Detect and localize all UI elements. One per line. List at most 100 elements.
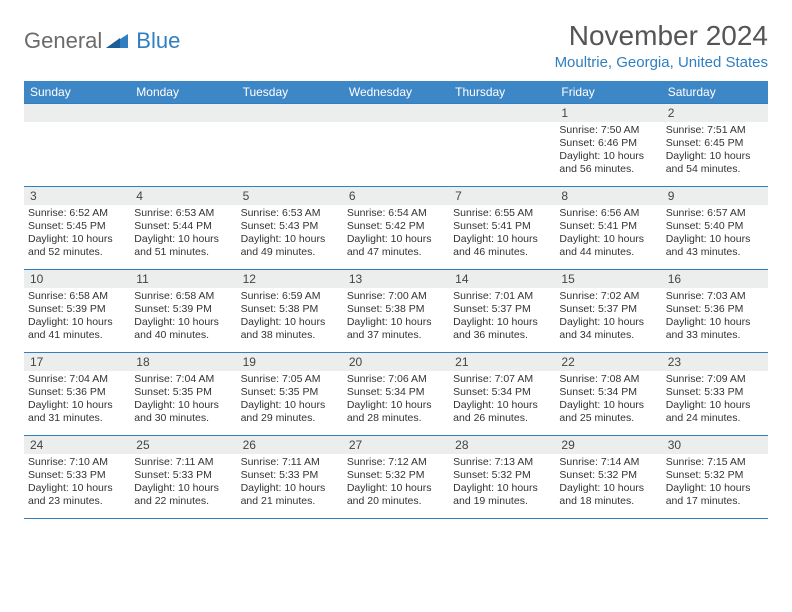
detail-line: Daylight: 10 hours <box>559 482 657 495</box>
day-number: 14 <box>449 270 555 288</box>
detail-line: Daylight: 10 hours <box>134 399 232 412</box>
detail-line: and 54 minutes. <box>666 163 764 176</box>
calendar-cell: 11Sunrise: 6:58 AMSunset: 5:39 PMDayligh… <box>130 270 236 352</box>
detail-line: Sunset: 6:45 PM <box>666 137 764 150</box>
detail-line: Sunrise: 7:11 AM <box>241 456 339 469</box>
detail-line: Sunset: 5:32 PM <box>559 469 657 482</box>
day-details: Sunrise: 7:04 AMSunset: 5:35 PMDaylight:… <box>130 371 236 430</box>
day-details: Sunrise: 7:08 AMSunset: 5:34 PMDaylight:… <box>555 371 661 430</box>
detail-line: Sunset: 5:33 PM <box>666 386 764 399</box>
detail-line: Daylight: 10 hours <box>241 316 339 329</box>
detail-line: Daylight: 10 hours <box>347 399 445 412</box>
detail-line: Sunset: 5:33 PM <box>28 469 126 482</box>
day-number: 28 <box>449 436 555 454</box>
detail-line: Sunrise: 7:04 AM <box>28 373 126 386</box>
detail-line: Sunrise: 7:51 AM <box>666 124 764 137</box>
detail-line: Sunset: 5:34 PM <box>347 386 445 399</box>
day-details: Sunrise: 7:04 AMSunset: 5:36 PMDaylight:… <box>24 371 130 430</box>
title-block: November 2024 Moultrie, Georgia, United … <box>555 20 768 71</box>
calendar-cell: 15Sunrise: 7:02 AMSunset: 5:37 PMDayligh… <box>555 270 661 352</box>
detail-line: Sunrise: 7:14 AM <box>559 456 657 469</box>
day-details: Sunrise: 6:58 AMSunset: 5:39 PMDaylight:… <box>24 288 130 347</box>
day-number: 7 <box>449 187 555 205</box>
day-details: Sunrise: 6:54 AMSunset: 5:42 PMDaylight:… <box>343 205 449 264</box>
day-number: 6 <box>343 187 449 205</box>
day-number: 13 <box>343 270 449 288</box>
detail-line: Daylight: 10 hours <box>559 399 657 412</box>
day-details: Sunrise: 7:02 AMSunset: 5:37 PMDaylight:… <box>555 288 661 347</box>
detail-line: Sunrise: 7:11 AM <box>134 456 232 469</box>
day-number <box>130 104 236 122</box>
logo-text-general: General <box>24 28 102 54</box>
detail-line: Daylight: 10 hours <box>28 482 126 495</box>
detail-line: Daylight: 10 hours <box>134 316 232 329</box>
day-number: 21 <box>449 353 555 371</box>
day-details: Sunrise: 6:58 AMSunset: 5:39 PMDaylight:… <box>130 288 236 347</box>
detail-line: and 23 minutes. <box>28 495 126 508</box>
detail-line: Daylight: 10 hours <box>134 233 232 246</box>
detail-line: and 41 minutes. <box>28 329 126 342</box>
calendar-row: 17Sunrise: 7:04 AMSunset: 5:36 PMDayligh… <box>24 353 768 436</box>
day-details: Sunrise: 7:51 AMSunset: 6:45 PMDaylight:… <box>662 122 768 181</box>
detail-line: Sunrise: 7:00 AM <box>347 290 445 303</box>
day-number: 9 <box>662 187 768 205</box>
calendar-body: 1Sunrise: 7:50 AMSunset: 6:46 PMDaylight… <box>24 103 768 519</box>
detail-line: and 34 minutes. <box>559 329 657 342</box>
detail-line: Daylight: 10 hours <box>134 482 232 495</box>
day-number: 30 <box>662 436 768 454</box>
day-details: Sunrise: 6:57 AMSunset: 5:40 PMDaylight:… <box>662 205 768 264</box>
calendar-cell: 3Sunrise: 6:52 AMSunset: 5:45 PMDaylight… <box>24 187 130 269</box>
calendar-cell <box>130 104 236 186</box>
detail-line: Daylight: 10 hours <box>559 150 657 163</box>
day-details: Sunrise: 6:55 AMSunset: 5:41 PMDaylight:… <box>449 205 555 264</box>
day-number: 25 <box>130 436 236 454</box>
calendar-cell: 24Sunrise: 7:10 AMSunset: 5:33 PMDayligh… <box>24 436 130 518</box>
day-details: Sunrise: 6:53 AMSunset: 5:43 PMDaylight:… <box>237 205 343 264</box>
detail-line: Sunset: 5:44 PM <box>134 220 232 233</box>
day-details: Sunrise: 7:14 AMSunset: 5:32 PMDaylight:… <box>555 454 661 513</box>
detail-line: and 31 minutes. <box>28 412 126 425</box>
day-number <box>449 104 555 122</box>
month-title: November 2024 <box>555 20 768 52</box>
detail-line: Daylight: 10 hours <box>453 399 551 412</box>
detail-line: Sunset: 5:35 PM <box>134 386 232 399</box>
day-number: 15 <box>555 270 661 288</box>
detail-line: and 29 minutes. <box>241 412 339 425</box>
detail-line: Sunset: 5:36 PM <box>666 303 764 316</box>
day-details: Sunrise: 6:52 AMSunset: 5:45 PMDaylight:… <box>24 205 130 264</box>
day-details: Sunrise: 6:53 AMSunset: 5:44 PMDaylight:… <box>130 205 236 264</box>
detail-line: Sunrise: 7:01 AM <box>453 290 551 303</box>
logo: General Blue <box>24 20 180 54</box>
calendar-cell: 27Sunrise: 7:12 AMSunset: 5:32 PMDayligh… <box>343 436 449 518</box>
calendar-cell: 17Sunrise: 7:04 AMSunset: 5:36 PMDayligh… <box>24 353 130 435</box>
detail-line: Sunrise: 7:50 AM <box>559 124 657 137</box>
calendar-cell <box>449 104 555 186</box>
day-details: Sunrise: 7:15 AMSunset: 5:32 PMDaylight:… <box>662 454 768 513</box>
day-details: Sunrise: 7:10 AMSunset: 5:33 PMDaylight:… <box>24 454 130 513</box>
day-number: 17 <box>24 353 130 371</box>
location: Moultrie, Georgia, United States <box>555 54 768 71</box>
detail-line: and 17 minutes. <box>666 495 764 508</box>
day-number: 2 <box>662 104 768 122</box>
detail-line: Sunset: 5:45 PM <box>28 220 126 233</box>
detail-line: Sunset: 5:32 PM <box>453 469 551 482</box>
day-number <box>24 104 130 122</box>
day-number: 20 <box>343 353 449 371</box>
detail-line: Sunrise: 7:12 AM <box>347 456 445 469</box>
calendar-cell: 28Sunrise: 7:13 AMSunset: 5:32 PMDayligh… <box>449 436 555 518</box>
calendar-page: General Blue November 2024 Moultrie, Geo… <box>0 0 792 539</box>
detail-line: Sunrise: 7:10 AM <box>28 456 126 469</box>
detail-line: Daylight: 10 hours <box>559 316 657 329</box>
day-header: Sunday <box>24 81 130 103</box>
detail-line: Sunrise: 7:08 AM <box>559 373 657 386</box>
calendar-row: 10Sunrise: 6:58 AMSunset: 5:39 PMDayligh… <box>24 270 768 353</box>
detail-line: Daylight: 10 hours <box>241 482 339 495</box>
calendar-cell: 7Sunrise: 6:55 AMSunset: 5:41 PMDaylight… <box>449 187 555 269</box>
detail-line: Sunset: 5:37 PM <box>453 303 551 316</box>
day-header: Saturday <box>662 81 768 103</box>
logo-text-blue: Blue <box>136 28 180 54</box>
calendar-cell: 5Sunrise: 6:53 AMSunset: 5:43 PMDaylight… <box>237 187 343 269</box>
detail-line: Sunrise: 7:13 AM <box>453 456 551 469</box>
detail-line: Daylight: 10 hours <box>28 316 126 329</box>
day-details: Sunrise: 7:11 AMSunset: 5:33 PMDaylight:… <box>130 454 236 513</box>
